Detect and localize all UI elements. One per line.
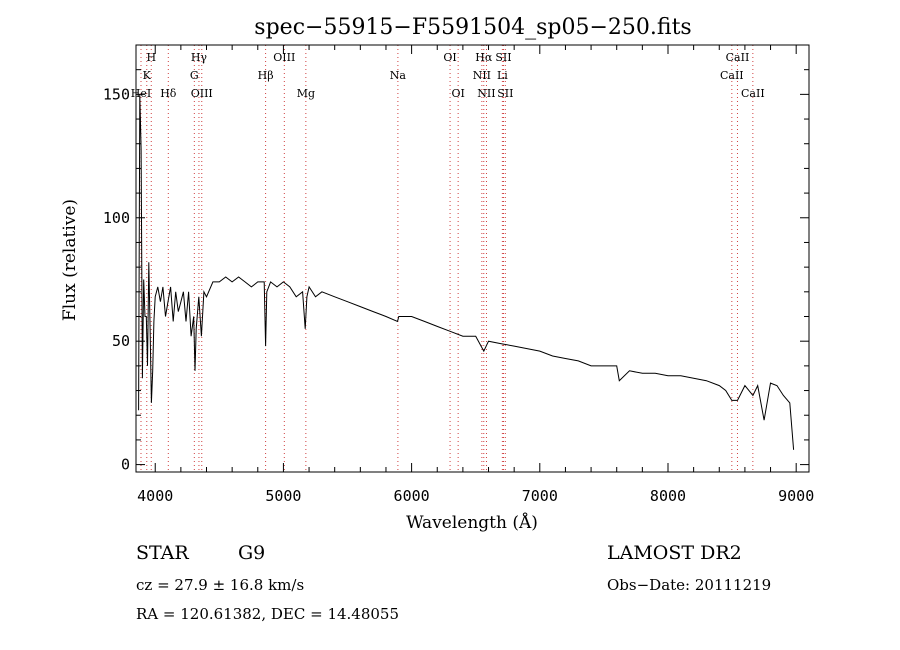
line-marker-label: NII bbox=[473, 69, 491, 82]
line-marker-label: G bbox=[190, 69, 199, 82]
x-tick-label: 7000 bbox=[522, 487, 558, 505]
y-tick-label: 50 bbox=[112, 332, 130, 350]
line-marker-label: Hγ bbox=[191, 51, 208, 64]
line-marker-label: Na bbox=[390, 69, 407, 82]
y-tick-label: 150 bbox=[103, 85, 130, 103]
y-tick-label: 0 bbox=[121, 456, 130, 474]
y-tick-label: 100 bbox=[103, 209, 130, 227]
line-marker-label: OI bbox=[443, 51, 456, 64]
survey-name: LAMOST DR2 bbox=[607, 542, 742, 564]
object-subclass: G9 bbox=[238, 542, 265, 564]
line-marker-label: K bbox=[143, 69, 152, 82]
plot-frame bbox=[135, 44, 810, 473]
line-markers bbox=[140, 45, 754, 472]
line-marker-label: CaII bbox=[720, 69, 744, 82]
line-marker-label: Hβ bbox=[258, 69, 274, 82]
info-block: STAR G9 cz = 27.9 ± 16.8 km/s RA = 120.6… bbox=[136, 542, 771, 623]
spectrum-line bbox=[138, 94, 795, 450]
line-marker-label: CaII bbox=[741, 87, 765, 100]
x-tick-label: 5000 bbox=[265, 487, 301, 505]
line-marker-label: OIII bbox=[191, 87, 213, 100]
line-marker-label: Mg bbox=[297, 87, 315, 100]
x-tick-label: 9000 bbox=[778, 487, 814, 505]
x-axis-label: Wavelength (Å) bbox=[406, 512, 538, 533]
y-axis-label: Flux (relative) bbox=[60, 199, 80, 321]
x-tick-label: 4000 bbox=[137, 487, 173, 505]
chart-title: spec−55915−F5591504_sp05−250.fits bbox=[254, 15, 691, 40]
line-marker-label: Hα bbox=[475, 51, 493, 64]
line-marker-label: OIII bbox=[273, 51, 295, 64]
line-marker-label: CaII bbox=[726, 51, 750, 64]
redshift-cz: cz = 27.9 ± 16.8 km/s bbox=[136, 576, 304, 594]
x-tick-label: 8000 bbox=[650, 487, 686, 505]
line-marker-label: SII bbox=[497, 87, 513, 100]
x-axis-ticks: 4000 5000 6000 7000 8000 9000 bbox=[137, 45, 814, 505]
line-marker-label: NII bbox=[477, 87, 495, 100]
ra-dec-coordinates: RA = 120.61382, DEC = 14.48055 bbox=[136, 605, 399, 623]
line-marker-label: H bbox=[146, 51, 156, 64]
object-class: STAR bbox=[136, 542, 189, 564]
line-marker-label: Hδ bbox=[160, 87, 177, 100]
y-axis-ticks: 0 50 100 150 bbox=[103, 69, 809, 474]
line-marker-label: OI bbox=[451, 87, 464, 100]
line-marker-label: SII bbox=[495, 51, 511, 64]
line-marker-label: HeI bbox=[131, 87, 151, 100]
x-tick-label: 6000 bbox=[394, 487, 430, 505]
line-marker-label: Li bbox=[497, 69, 508, 82]
observation-date: Obs−Date: 20111219 bbox=[607, 576, 771, 594]
